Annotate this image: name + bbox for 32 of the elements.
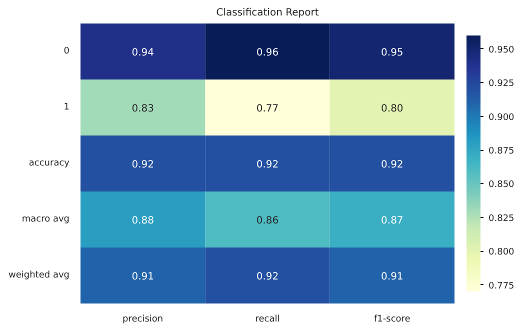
color-bar-label: 0.775 — [488, 281, 514, 292]
data-label: 0.91 — [132, 272, 154, 282]
data-label: 0.87 — [381, 216, 404, 226]
data-label: 0.92 — [132, 160, 154, 170]
data-label: 0.94 — [132, 48, 154, 58]
y-tick-label: weighted avg — [8, 270, 70, 280]
color-bar-label: 0.850 — [488, 180, 515, 190]
data-label: 0.77 — [256, 104, 279, 114]
x-tick-label: f1-score — [374, 314, 411, 324]
data-label: 0.95 — [381, 48, 404, 58]
y-tick-label: 0 — [64, 46, 70, 56]
data-label: 0.92 — [381, 160, 404, 170]
data-label: 0.96 — [256, 48, 279, 58]
x-tick-label: precision — [122, 314, 164, 324]
data-label: 0.88 — [132, 216, 154, 226]
data-label: 0.91 — [381, 272, 404, 282]
data-label: 0.80 — [381, 104, 404, 114]
color-bar-label: 0.900 — [488, 112, 515, 123]
data-label: 0.86 — [256, 216, 279, 226]
data-label: 0.92 — [256, 160, 279, 170]
y-tick-label: accuracy — [28, 158, 70, 168]
color-bar-label: 0.800 — [488, 248, 515, 258]
color-bar-label: 0.825 — [488, 214, 514, 224]
color-bar-label: 0.875 — [488, 146, 514, 157]
y-tick-label: 1 — [64, 102, 70, 112]
x-tick-label: recall — [255, 314, 280, 324]
data-label: 0.92 — [256, 272, 279, 282]
data-label: 0.83 — [132, 104, 154, 114]
chart-title: Classification Report — [216, 8, 319, 18]
y-tick-label: macro avg — [22, 214, 70, 224]
color-bar-label: 0.925 — [488, 79, 514, 90]
color-bar-label: 0.950 — [488, 45, 515, 56]
